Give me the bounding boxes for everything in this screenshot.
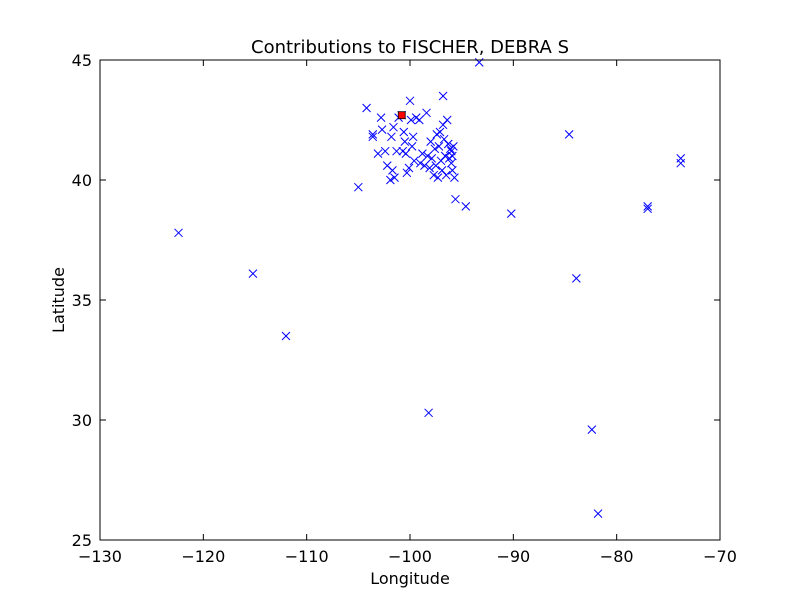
y-axis-label: Latitude [49,267,68,333]
data-point-x-marker [449,142,458,151]
data-point-x-marker [506,209,516,218]
data-point-x-marker [406,115,416,125]
data-point-x-marker [593,509,603,518]
data-point-x-marker [390,173,399,182]
x-tick-label: −120 [181,547,225,566]
chart-title: Contributions to FISCHER, DEBRA S [251,37,569,58]
data-point-x-marker [415,158,425,168]
y-tick-label: 35 [72,291,92,310]
data-point-x-marker [380,146,390,156]
data-point-x-marker [643,204,653,214]
data-point-x-marker [392,146,401,156]
plot-area-frame [99,59,721,541]
data-point-x-marker [420,161,429,170]
data-point-x-marker [424,408,433,418]
data-point-x-marker [389,122,398,132]
data-point-x-marker [377,125,387,134]
data-point-x-marker [443,139,453,149]
data-point-x-marker [427,154,437,163]
data-point-x-marker [426,137,436,146]
y-tick-label: 25 [72,531,92,550]
data-point-x-marker [564,130,574,139]
data-points [174,58,686,518]
data-point-x-marker [448,166,457,175]
data-point-x-marker [387,132,396,142]
data-point-x-marker [451,194,460,204]
data-point-x-marker [434,142,444,151]
y-tick-label: 45 [72,51,92,70]
data-point-x-marker [425,163,434,173]
data-point-x-marker [676,158,686,168]
data-point-x-marker [405,96,415,106]
data-point-x-marker [643,202,653,211]
data-point-x-marker [407,142,417,151]
data-point-x-marker [423,151,432,161]
data-point-x-marker [281,331,291,341]
data-point-x-marker [448,151,457,161]
data-point-x-marker [401,149,411,158]
x-tick-label: −100 [388,547,432,566]
x-axis-label: Longitude [370,569,450,588]
data-point-x-marker [433,173,443,182]
data-point-x-marker [676,154,686,163]
data-point-x-marker [376,113,386,122]
data-point-x-marker [418,149,427,158]
data-point-x-marker [408,132,418,142]
data-point-x-marker [404,163,414,173]
data-point-x-marker [414,115,424,125]
data-point-x-marker [368,130,378,139]
y-tick-label: 30 [72,411,92,430]
data-point-x-marker [386,175,395,185]
data-point-x-marker [461,202,471,211]
data-point-x-marker [373,149,383,158]
data-point-x-marker [441,170,451,180]
axis-ticks: −130 −120 −110 −100 −90 −80 −70 25 30 35 40 45 [72,51,737,566]
x-tick-label: −110 [285,547,329,566]
data-point-x-marker [174,228,183,238]
data-point-x-marker [446,158,456,168]
data-point-x-marker [430,144,440,154]
data-point-x-marker [399,127,409,137]
x-tick-label: −70 [703,547,737,566]
data-point-x-marker [429,170,439,180]
data-point-x-marker [388,166,397,175]
data-point-x-marker [438,91,448,101]
data-point-x-marker [409,156,419,166]
data-point-x-marker [450,173,459,182]
data-point-x-marker [422,108,431,118]
data-point-x-marker [587,425,597,434]
highlight-point-marker [397,111,406,120]
data-point-x-marker [440,151,450,161]
data-point-x-marker [362,103,371,113]
data-point-x-marker [435,127,445,137]
data-point-x-marker [572,274,581,283]
data-point-x-marker [402,168,412,178]
data-point-x-marker [442,115,452,125]
y-tick-label: 40 [72,171,92,190]
data-point-x-marker [353,182,363,192]
data-point-x-marker [368,132,378,142]
x-tick-label: −130 [78,547,122,566]
data-point-x-marker [400,137,410,146]
x-tick-label: −90 [496,547,530,566]
data-point-x-marker [248,269,258,278]
x-tick-label: −80 [600,547,634,566]
